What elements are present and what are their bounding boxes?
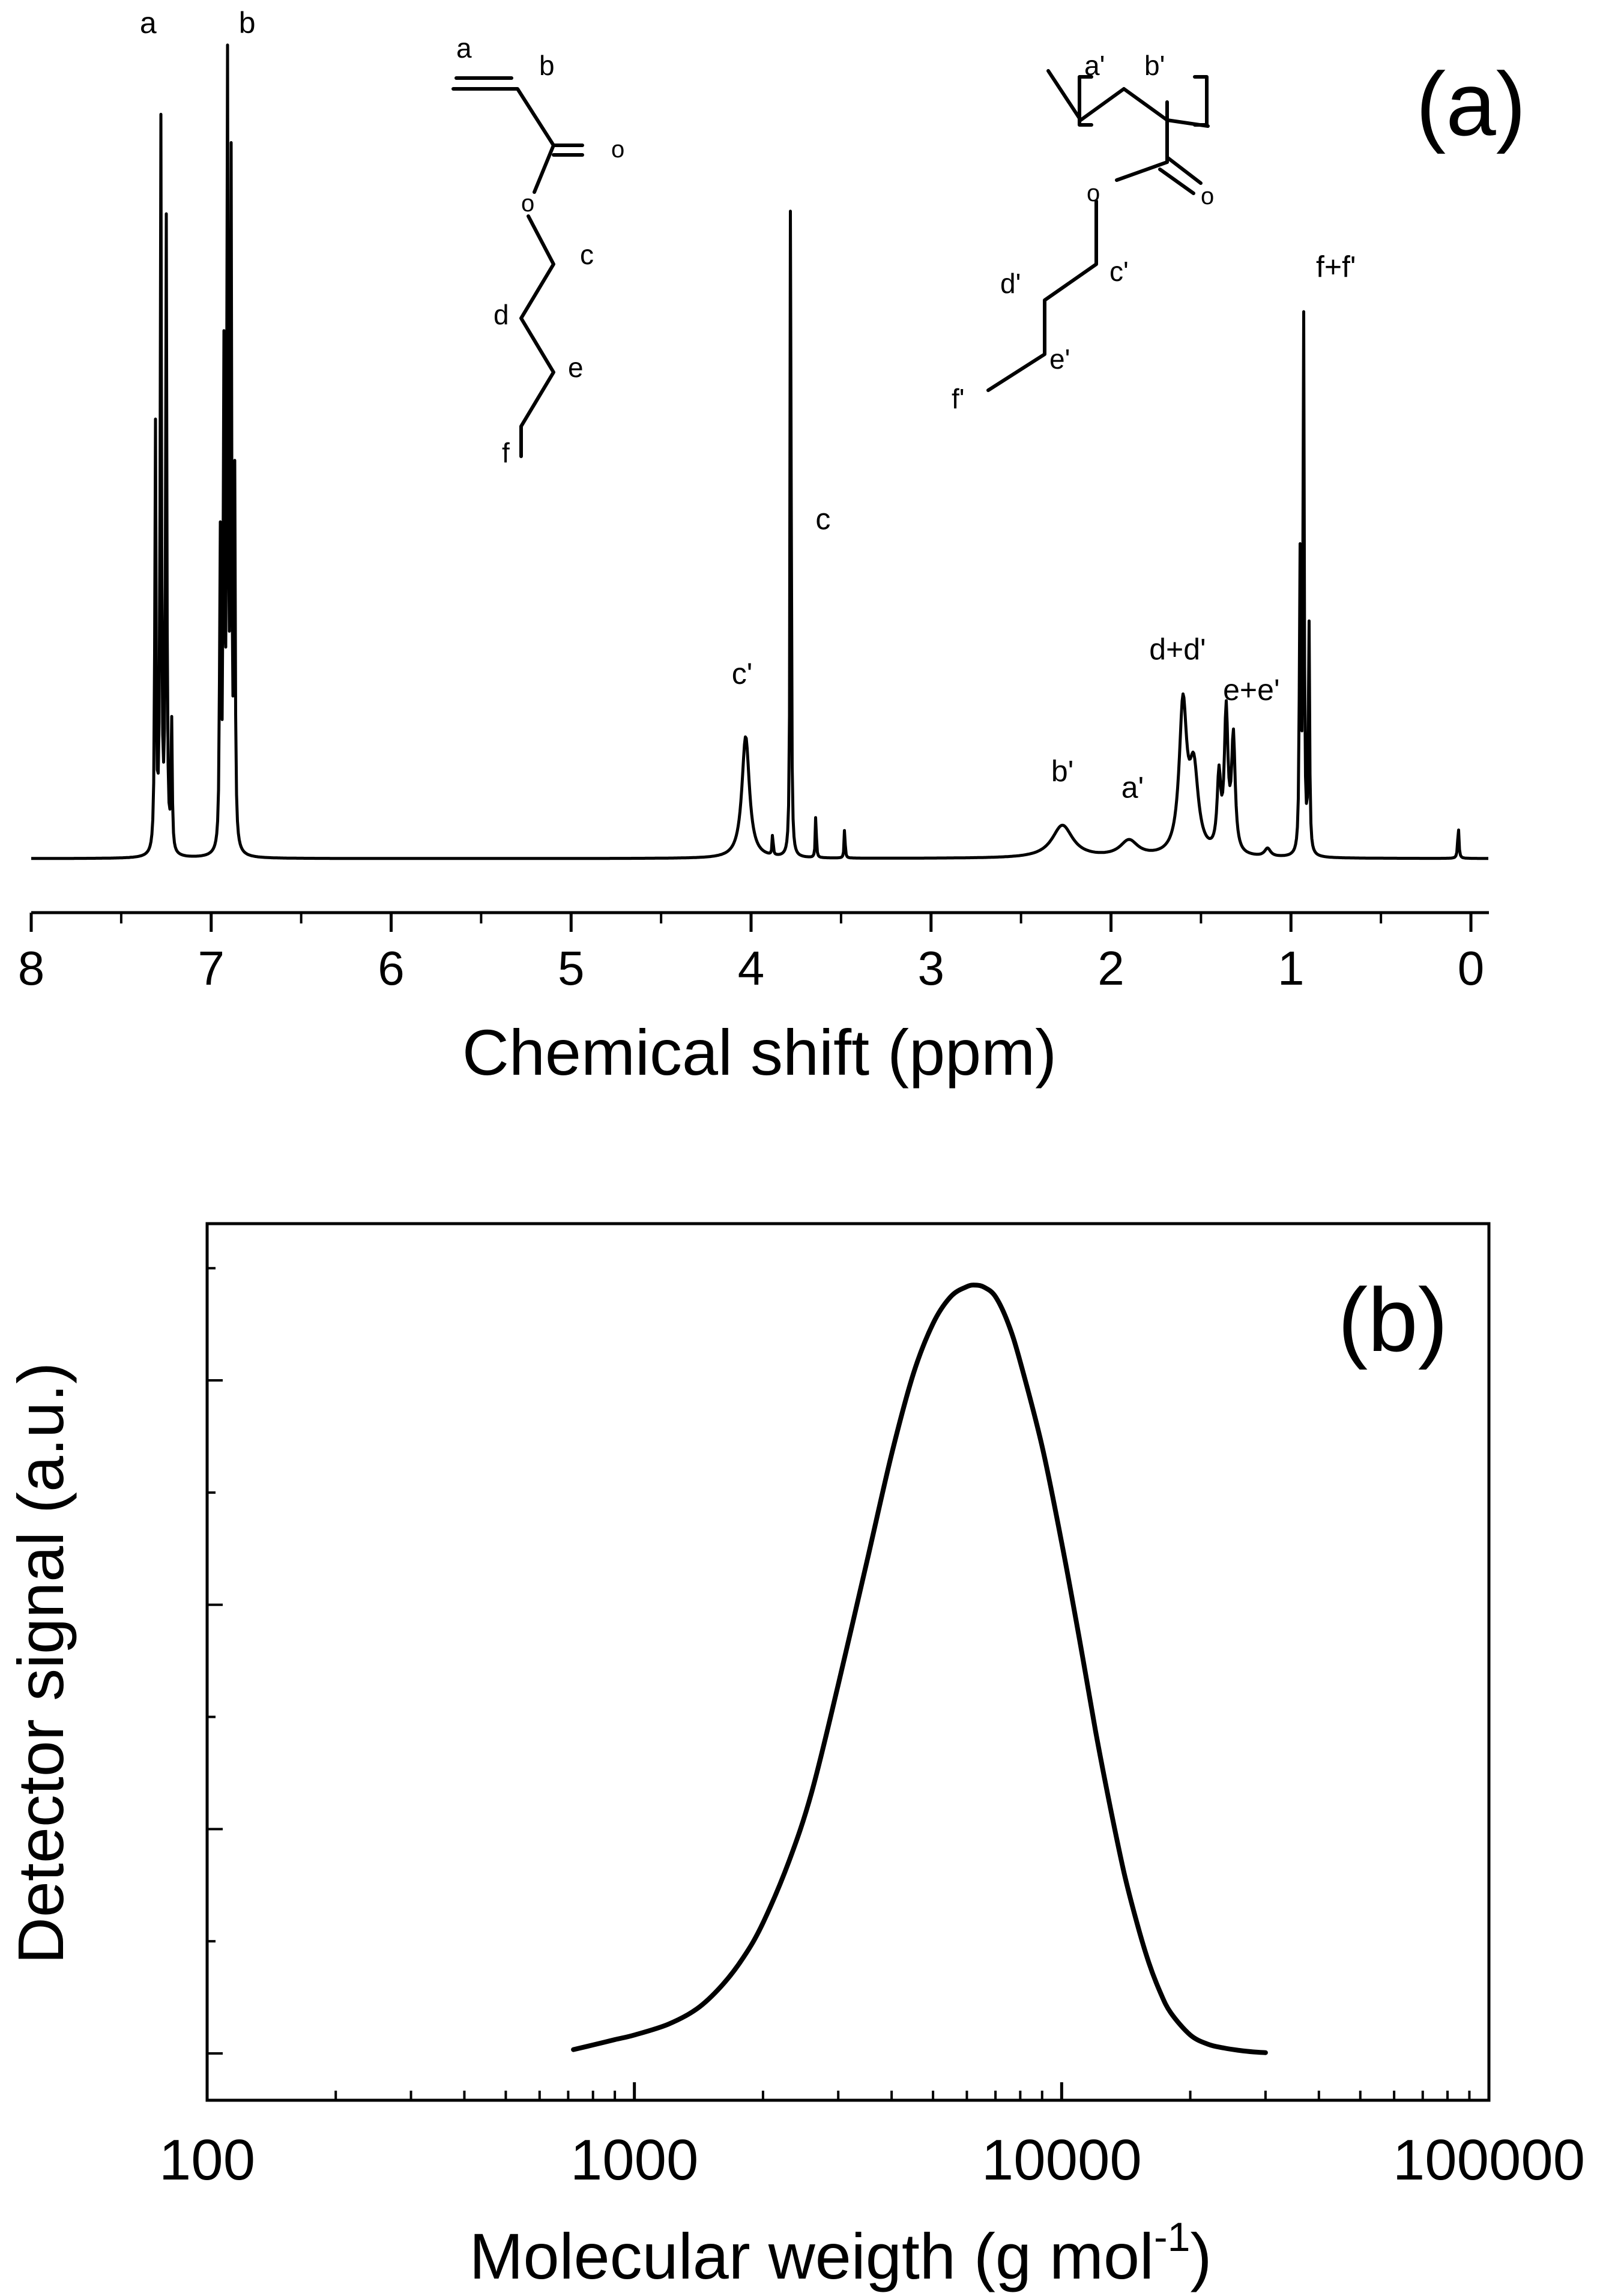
x-tick-label: 100000 (1393, 2128, 1585, 2192)
x-tick-label: 3 (918, 941, 945, 995)
monomer-ester-o: o (521, 190, 534, 217)
x-axis-tick-labels: 100 1000 10000 100000 (159, 2128, 1585, 2192)
gpc-panel: 100 1000 10000 100000 (b) Detector signal (… (4, 1222, 1585, 2292)
x-axis-label-superscript: -1 (1154, 2214, 1190, 2260)
x-tick-label: 5 (558, 941, 585, 995)
polymer-carbonyl-o: o (1201, 183, 1214, 210)
monomer-atom-a: a (456, 32, 472, 64)
peak-label: f+f' (1316, 250, 1356, 284)
monomer-skeleton (451, 87, 584, 147)
polymer-atom-f-prime: f' (952, 383, 965, 414)
x-tick-label: 100 (159, 2128, 255, 2192)
x-tick-label: 1000 (570, 2128, 699, 2192)
panel-label: (a) (1416, 53, 1526, 154)
x-axis-label: Molecular weigth (g mol-1) (469, 2214, 1212, 2292)
polymer-carbonyl-bond-1 (1165, 156, 1203, 185)
x-axis-ticks (205, 2082, 1491, 2100)
x-axis-label-main: Molecular weigth (g mol (469, 2220, 1154, 2292)
polymer-atom-c-prime: c' (1109, 256, 1129, 287)
x-tick-label: 4 (738, 941, 765, 995)
polymer-atom-d-prime: d' (1000, 268, 1021, 299)
x-tick-label: 10000 (982, 2128, 1142, 2192)
monomer-atom-d: d (494, 299, 509, 330)
polymer-carbonyl-bond-2 (1158, 168, 1195, 195)
x-axis-tick-labels: 8 7 6 5 4 3 2 1 0 (18, 941, 1485, 995)
polymer-structure: a' b' o o c' d' e' f' (952, 50, 1214, 414)
x-tick-label: 2 (1097, 941, 1124, 995)
monomer-structure: a b o o c d e f (451, 32, 624, 468)
x-tick-label: 1 (1278, 941, 1305, 995)
gpc-trace-line (571, 1282, 1268, 2055)
polymer-ester-o: o (1087, 180, 1100, 207)
monomer-atom-b: b (539, 50, 555, 81)
x-axis-ticks (29, 913, 1473, 932)
x-axis-label: Chemical shift (ppm) (462, 1016, 1057, 1089)
polymer-bracket-right (1193, 75, 1209, 127)
polymer-ester (1115, 160, 1169, 182)
monomer-ester-chain (533, 144, 555, 194)
panel-label: (b) (1338, 1269, 1447, 1370)
monomer-atom-f: f (502, 437, 510, 468)
polymer-alkyl-chain (986, 199, 1098, 392)
peak-label: b' (1051, 755, 1073, 788)
y-axis-label: Detector signal (a.u.) (4, 1362, 77, 1964)
x-tick-label: 7 (198, 941, 225, 995)
peak-label: c (815, 503, 830, 536)
monomer-atom-c: c (580, 239, 594, 270)
peak-label: e+e' (1223, 673, 1279, 707)
peak-label: a' (1121, 771, 1144, 805)
x-tick-label: 0 (1458, 941, 1485, 995)
peak-label: c' (732, 657, 753, 690)
y-axis-ticks (207, 1267, 223, 2055)
peak-label: d+d' (1149, 632, 1206, 666)
nmr-panel: 8 7 6 5 4 3 2 1 0 a b c c' b' a' d+d' e+e' f+f' Chemical… (18, 6, 1526, 1089)
polymer-atom-e-prime: e' (1049, 343, 1070, 375)
peak-label: b (239, 6, 256, 40)
x-tick-label: 8 (18, 941, 45, 995)
polymer-atom-a-prime: a' (1084, 50, 1105, 81)
peak-label: a (140, 6, 157, 40)
polymer-bracket-left (1078, 75, 1093, 127)
peak-labels: a b c c' b' a' d+d' e+e' f+f' (140, 6, 1356, 805)
monomer-atom-e: e (568, 352, 584, 383)
plot-frame (205, 1222, 1491, 2102)
monomer-carbonyl-o: o (611, 136, 624, 163)
x-axis-label-suffix: ) (1190, 2220, 1212, 2292)
monomer-alkyl-chain (519, 214, 555, 458)
x-tick-label: 6 (378, 941, 405, 995)
polymer-backbone (1046, 69, 1210, 128)
nmr-spectrum-line (31, 43, 1489, 860)
polymer-atom-b-prime: b' (1144, 50, 1165, 81)
